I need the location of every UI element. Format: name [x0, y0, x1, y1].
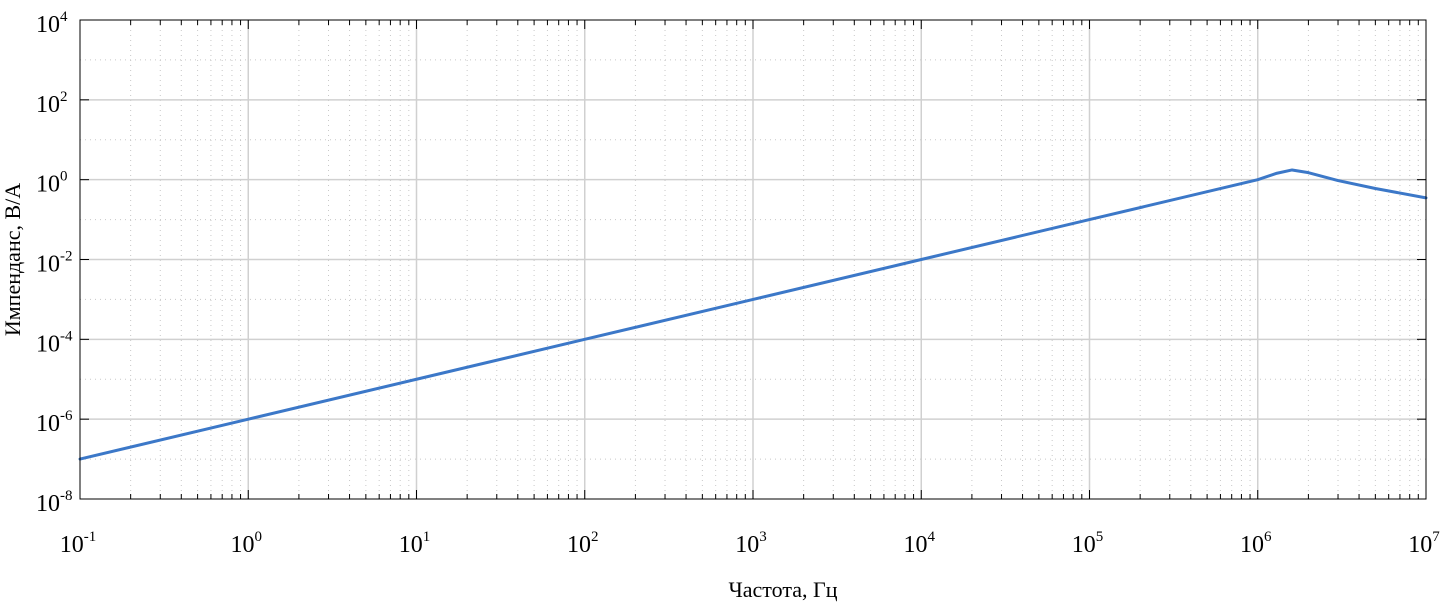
y-axis-title: Импенданс, В/А — [0, 183, 25, 336]
x-tick-label: 107 — [1408, 529, 1440, 558]
x-tick-labels: 10-1 100 101 102 103 104 105 106 107 — [60, 529, 1441, 558]
x-axis-title: Частота, Гц — [728, 577, 837, 602]
y-tick-labels: 10-8 10-6 10-4 10-2 100 102 104 — [36, 9, 73, 517]
major-grid — [80, 20, 1426, 499]
y-tick-label: 10-8 — [36, 488, 73, 517]
y-tick-label: 10-6 — [36, 408, 73, 437]
series-line — [78, 168, 1428, 461]
x-tick-label: 103 — [735, 529, 767, 558]
x-tick-label: 101 — [399, 529, 431, 558]
x-tick-label: 10-1 — [60, 529, 97, 558]
x-tick-label: 105 — [1072, 529, 1104, 558]
x-tick-label: 100 — [231, 529, 263, 558]
y-tick-label: 104 — [36, 9, 68, 38]
x-tick-label: 102 — [567, 529, 599, 558]
y-tick-label: 10-4 — [36, 328, 73, 357]
series-layer — [78, 168, 1428, 461]
x-tick-label: 104 — [904, 529, 936, 558]
x-tick-label: 106 — [1240, 529, 1272, 558]
y-tick-label: 100 — [36, 169, 68, 198]
y-tick-label: 102 — [36, 89, 68, 118]
y-tick-label: 10-2 — [36, 249, 73, 278]
tick-marks — [79, 19, 1427, 500]
